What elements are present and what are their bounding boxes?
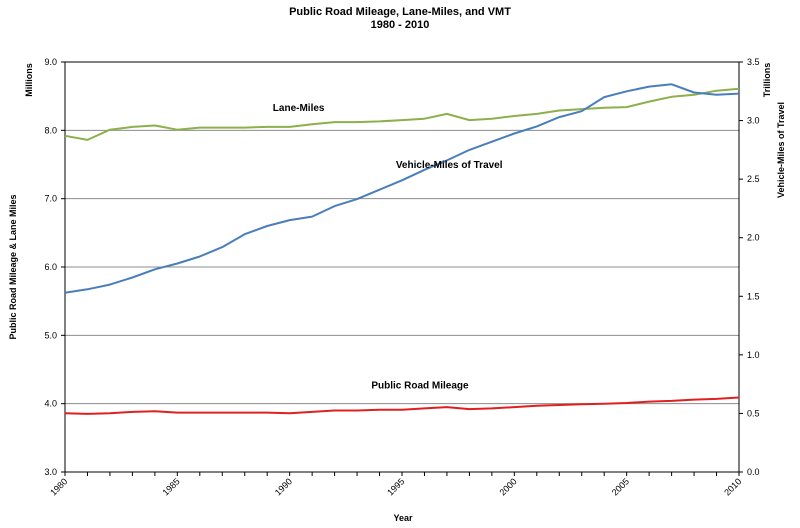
right-tick-label: 0.5 xyxy=(747,408,760,418)
right-tick-label: 1.0 xyxy=(747,350,760,360)
x-tick-label: 1995 xyxy=(385,476,406,497)
left-tick-label: 6.0 xyxy=(44,262,57,272)
x-tick-label: 1990 xyxy=(273,476,294,497)
chart-subtitle: 1980 - 2010 xyxy=(371,19,430,31)
annotation-vmt: Vehicle-Miles of Travel xyxy=(396,160,503,171)
left-y-axis: 3.0 4.0 5.0 6.0 7.0 8.0 9.0 xyxy=(44,57,65,477)
left-tick-label: 3.0 xyxy=(44,467,57,477)
series-line-lane-miles xyxy=(64,87,740,141)
chart-title: Public Road Mileage, Lane-Miles, and VMT xyxy=(289,6,511,18)
x-tick-label: 2000 xyxy=(498,476,519,497)
series-line-vehicle-miles-of-travel xyxy=(64,83,740,294)
series-lines xyxy=(64,83,740,415)
right-tick-label: 2.5 xyxy=(747,174,760,184)
right-tick-label: 1.5 xyxy=(747,291,760,301)
left-tick-label: 8.0 xyxy=(44,125,57,135)
right-tick-label: 3.5 xyxy=(747,57,760,67)
x-axis: 1980 1985 1990 1995 2000 2005 2010 xyxy=(48,472,743,498)
x-tick-label: 1980 xyxy=(48,476,69,497)
annotation-public-road-mileage: Public Road Mileage xyxy=(371,381,469,392)
x-tick-label: 2010 xyxy=(722,476,743,497)
y-axis-left-units: Millions xyxy=(24,63,34,97)
series-line-public-road-mileage xyxy=(64,396,740,415)
y-axis-right-label: Vehicle-Miles of Travel xyxy=(776,102,786,198)
x-axis-label: Year xyxy=(393,513,413,523)
x-tick-label: 1985 xyxy=(161,476,182,497)
left-tick-label: 4.0 xyxy=(44,399,57,409)
left-tick-label: 9.0 xyxy=(44,57,57,67)
annotation-lane-miles: Lane-Miles xyxy=(273,103,325,114)
y-axis-right-units: Trillions xyxy=(762,63,772,98)
right-y-axis: 0.0 0.5 1.0 1.5 2.0 2.5 3.0 3.5 xyxy=(739,57,760,477)
left-tick-label: 7.0 xyxy=(44,194,57,204)
y-axis-left-label: Public Road Mileage & Lane Miles xyxy=(8,194,18,339)
left-tick-label: 5.0 xyxy=(44,330,57,340)
right-tick-label: 2.0 xyxy=(747,233,760,243)
right-tick-label: 3.0 xyxy=(747,116,760,126)
x-tick-label: 2005 xyxy=(610,476,631,497)
right-tick-label: 0.0 xyxy=(747,467,760,477)
